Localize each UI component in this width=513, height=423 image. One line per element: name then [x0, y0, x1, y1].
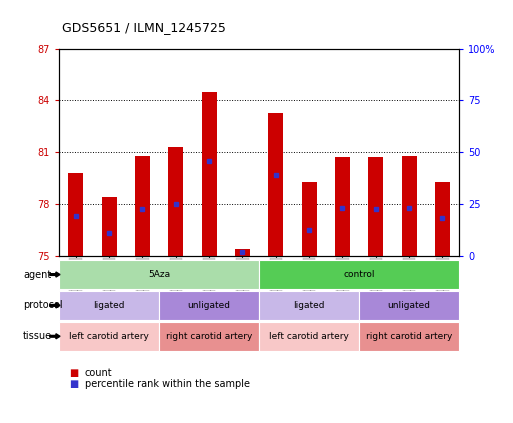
Text: ■: ■: [69, 379, 78, 389]
Text: ligated: ligated: [293, 301, 325, 310]
Bar: [435, 181, 450, 256]
Bar: [368, 157, 383, 256]
Bar: [102, 197, 116, 256]
Text: tissue: tissue: [23, 331, 52, 341]
Bar: [168, 147, 183, 256]
Text: right carotid artery: right carotid artery: [166, 332, 252, 341]
Bar: [268, 113, 283, 256]
Text: GDS5651 / ILMN_1245725: GDS5651 / ILMN_1245725: [62, 21, 225, 34]
Text: unligated: unligated: [188, 301, 230, 310]
Text: count: count: [85, 368, 112, 378]
Bar: [135, 156, 150, 256]
Text: left carotid artery: left carotid artery: [269, 332, 349, 341]
Text: unligated: unligated: [388, 301, 430, 310]
Text: control: control: [343, 270, 375, 279]
Text: agent: agent: [23, 269, 51, 280]
Bar: [235, 249, 250, 256]
Bar: [302, 181, 317, 256]
Text: ligated: ligated: [93, 301, 125, 310]
Text: ■: ■: [69, 368, 78, 378]
Bar: [402, 156, 417, 256]
Text: percentile rank within the sample: percentile rank within the sample: [85, 379, 250, 389]
Bar: [68, 173, 83, 256]
Text: left carotid artery: left carotid artery: [69, 332, 149, 341]
Text: protocol: protocol: [23, 300, 63, 310]
Text: right carotid artery: right carotid artery: [366, 332, 452, 341]
Text: 5Aza: 5Aza: [148, 270, 170, 279]
Bar: [335, 157, 350, 256]
Bar: [202, 92, 216, 256]
